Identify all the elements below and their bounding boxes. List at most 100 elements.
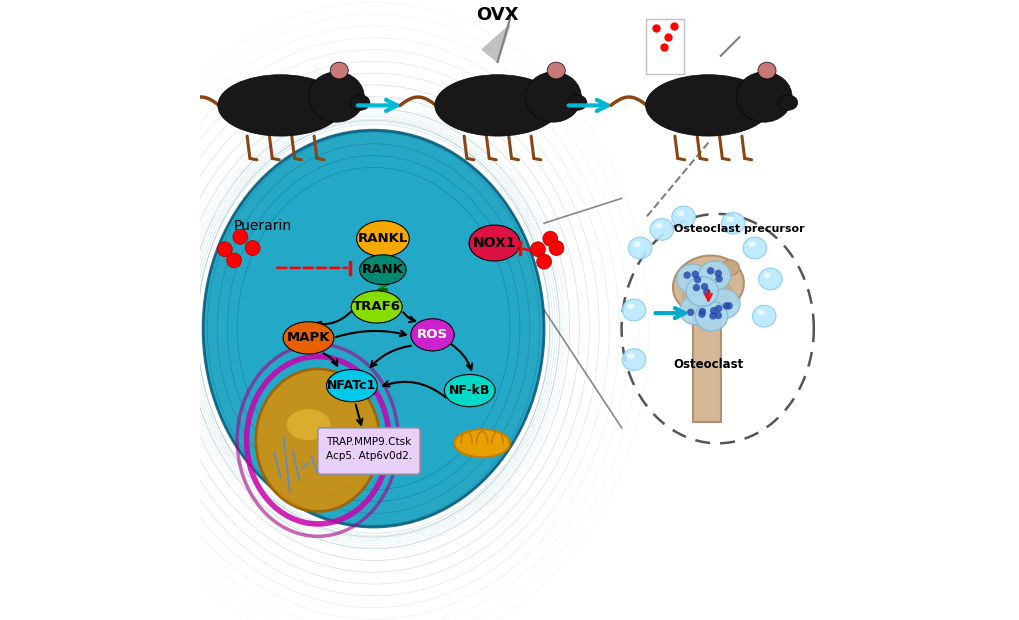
Ellipse shape [695,301,727,331]
Circle shape [702,288,710,296]
Ellipse shape [218,74,343,136]
Circle shape [698,308,705,315]
Ellipse shape [283,322,333,354]
Text: Puerarin: Puerarin [234,219,291,233]
Ellipse shape [721,294,729,300]
Ellipse shape [701,306,708,312]
Ellipse shape [686,277,717,306]
Ellipse shape [706,285,713,291]
Text: ROS: ROS [417,329,447,341]
Ellipse shape [682,276,734,319]
Circle shape [693,276,701,283]
Ellipse shape [720,212,744,234]
Ellipse shape [525,72,581,122]
Ellipse shape [736,72,792,122]
Text: Osteoclast precursor: Osteoclast precursor [674,224,804,234]
Circle shape [530,242,545,257]
Ellipse shape [673,255,743,315]
Circle shape [217,242,232,257]
Ellipse shape [444,374,494,407]
Ellipse shape [622,299,645,321]
Ellipse shape [627,353,634,358]
Ellipse shape [622,348,645,371]
Ellipse shape [203,130,543,527]
Ellipse shape [645,74,770,136]
Ellipse shape [649,218,673,240]
Text: Osteoclast: Osteoclast [673,358,743,371]
Ellipse shape [706,284,713,290]
Circle shape [714,305,721,312]
Ellipse shape [628,237,651,259]
Ellipse shape [308,72,364,122]
Polygon shape [692,313,720,422]
Circle shape [548,241,564,255]
Ellipse shape [688,302,696,308]
Circle shape [226,253,242,268]
Ellipse shape [743,237,766,259]
Ellipse shape [351,291,401,323]
Circle shape [683,272,690,279]
Circle shape [692,284,699,291]
Text: TRAF6: TRAF6 [353,301,400,313]
Circle shape [714,270,721,277]
Ellipse shape [698,261,730,291]
Text: NOX1: NOX1 [472,236,516,250]
Circle shape [714,275,722,283]
Ellipse shape [330,62,347,79]
Ellipse shape [720,260,739,275]
Ellipse shape [326,370,377,402]
Ellipse shape [434,74,559,136]
Circle shape [232,229,248,244]
Ellipse shape [621,214,813,443]
Text: MAPK: MAPK [286,332,330,344]
Ellipse shape [411,319,453,351]
Circle shape [542,231,557,246]
Ellipse shape [726,216,733,222]
Circle shape [698,311,705,318]
Circle shape [245,241,260,255]
Ellipse shape [567,95,586,110]
Ellipse shape [546,62,565,79]
Polygon shape [482,25,510,62]
Text: NF-kB: NF-kB [448,384,490,397]
Text: RANKL: RANKL [358,232,408,245]
Ellipse shape [747,242,755,247]
Ellipse shape [350,95,370,110]
Ellipse shape [757,62,775,79]
Ellipse shape [718,305,726,311]
Ellipse shape [677,264,708,294]
Circle shape [536,254,551,269]
Circle shape [721,302,730,309]
Ellipse shape [777,95,797,110]
Ellipse shape [469,225,520,261]
Ellipse shape [633,242,640,247]
Ellipse shape [627,303,634,309]
Circle shape [686,309,694,316]
Ellipse shape [453,430,510,458]
Circle shape [714,312,721,319]
Ellipse shape [694,281,701,288]
Ellipse shape [757,309,764,316]
Circle shape [708,312,716,320]
Ellipse shape [680,295,711,325]
Circle shape [709,307,716,314]
FancyBboxPatch shape [318,428,420,474]
Circle shape [706,267,713,275]
Circle shape [691,270,698,278]
Ellipse shape [752,305,775,327]
Ellipse shape [758,268,782,290]
Text: TRAP.MMP9.Ctsk
Acp5. Atp6v0d2.: TRAP.MMP9.Ctsk Acp5. Atp6v0d2. [325,437,412,461]
Ellipse shape [357,221,409,257]
Ellipse shape [224,152,522,505]
Ellipse shape [256,369,379,512]
Ellipse shape [677,210,684,216]
Circle shape [725,302,732,309]
Ellipse shape [763,272,770,278]
Ellipse shape [672,206,695,228]
Ellipse shape [707,289,740,319]
Ellipse shape [286,409,330,440]
Ellipse shape [654,223,662,229]
Ellipse shape [702,308,709,314]
Ellipse shape [360,255,406,285]
Text: RANK: RANK [362,264,404,276]
